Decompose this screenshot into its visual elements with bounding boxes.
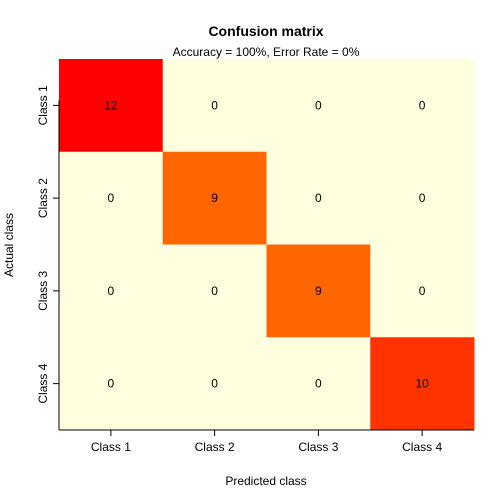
heatmap-cell — [266, 59, 371, 153]
cell-value-label: 0 — [315, 98, 322, 112]
cell-value-label: 0 — [211, 284, 218, 298]
heatmap-cell — [59, 337, 164, 431]
heatmap-cell — [162, 59, 267, 153]
cell-value-label: 0 — [108, 377, 115, 391]
cell-value-label: 0 — [315, 377, 322, 391]
x-axis: Class 1 Class 2 Class 3 Class 4 — [59, 429, 474, 454]
cell-value-label: 0 — [315, 191, 322, 205]
heatmap-cell — [370, 337, 475, 431]
y-tick-label: Class 1 — [36, 85, 50, 125]
heatmap-cell — [266, 244, 371, 338]
cell-value-label: 12 — [104, 98, 118, 112]
cell-value-label: 0 — [419, 191, 426, 205]
cell-value-label: 9 — [315, 284, 322, 298]
heatmap-cell — [59, 151, 164, 245]
x-tick-label: Class 3 — [298, 440, 338, 454]
cell-value-label: 0 — [211, 377, 218, 391]
heatmap-cell — [59, 59, 164, 153]
chart-subtitle: Accuracy = 100%, Error Rate = 0% — [173, 45, 360, 59]
x-tick-label: Class 1 — [91, 440, 131, 454]
y-tick-label: Class 2 — [36, 178, 50, 218]
chart-title: Confusion matrix — [208, 23, 323, 39]
y-tick-label: Class 3 — [36, 271, 50, 311]
heatmap-cell — [266, 151, 371, 245]
heatmap-cell — [162, 337, 267, 431]
x-tick-label: Class 2 — [195, 440, 235, 454]
heatmap-cell — [370, 151, 475, 245]
cell-value-label: 9 — [211, 191, 218, 205]
cell-value-labels: 12 0 0 0 0 9 0 0 0 0 9 0 0 0 0 10 — [104, 98, 429, 390]
y-axis-label: Actual class — [2, 213, 16, 277]
heatmap-cell — [370, 59, 475, 153]
heatmap-cell — [162, 151, 267, 245]
heatmap-cell — [266, 337, 371, 431]
x-axis-label: Predicted class — [225, 474, 306, 488]
x-tick-label: Class 4 — [402, 440, 442, 454]
y-axis: Class 1 Class 2 Class 3 Class 4 — [36, 85, 60, 430]
cell-value-label: 0 — [108, 284, 115, 298]
heatmap-cell — [370, 244, 475, 338]
cell-value-label: 0 — [419, 98, 426, 112]
cell-value-label: 10 — [415, 377, 429, 391]
cell-value-label: 0 — [108, 191, 115, 205]
cell-value-label: 0 — [419, 284, 426, 298]
heatmap-cell — [59, 244, 164, 338]
y-tick-label: Class 4 — [36, 363, 50, 403]
heatmap-cells — [59, 59, 475, 431]
heatmap-cell — [162, 244, 267, 338]
cell-value-label: 0 — [211, 98, 218, 112]
